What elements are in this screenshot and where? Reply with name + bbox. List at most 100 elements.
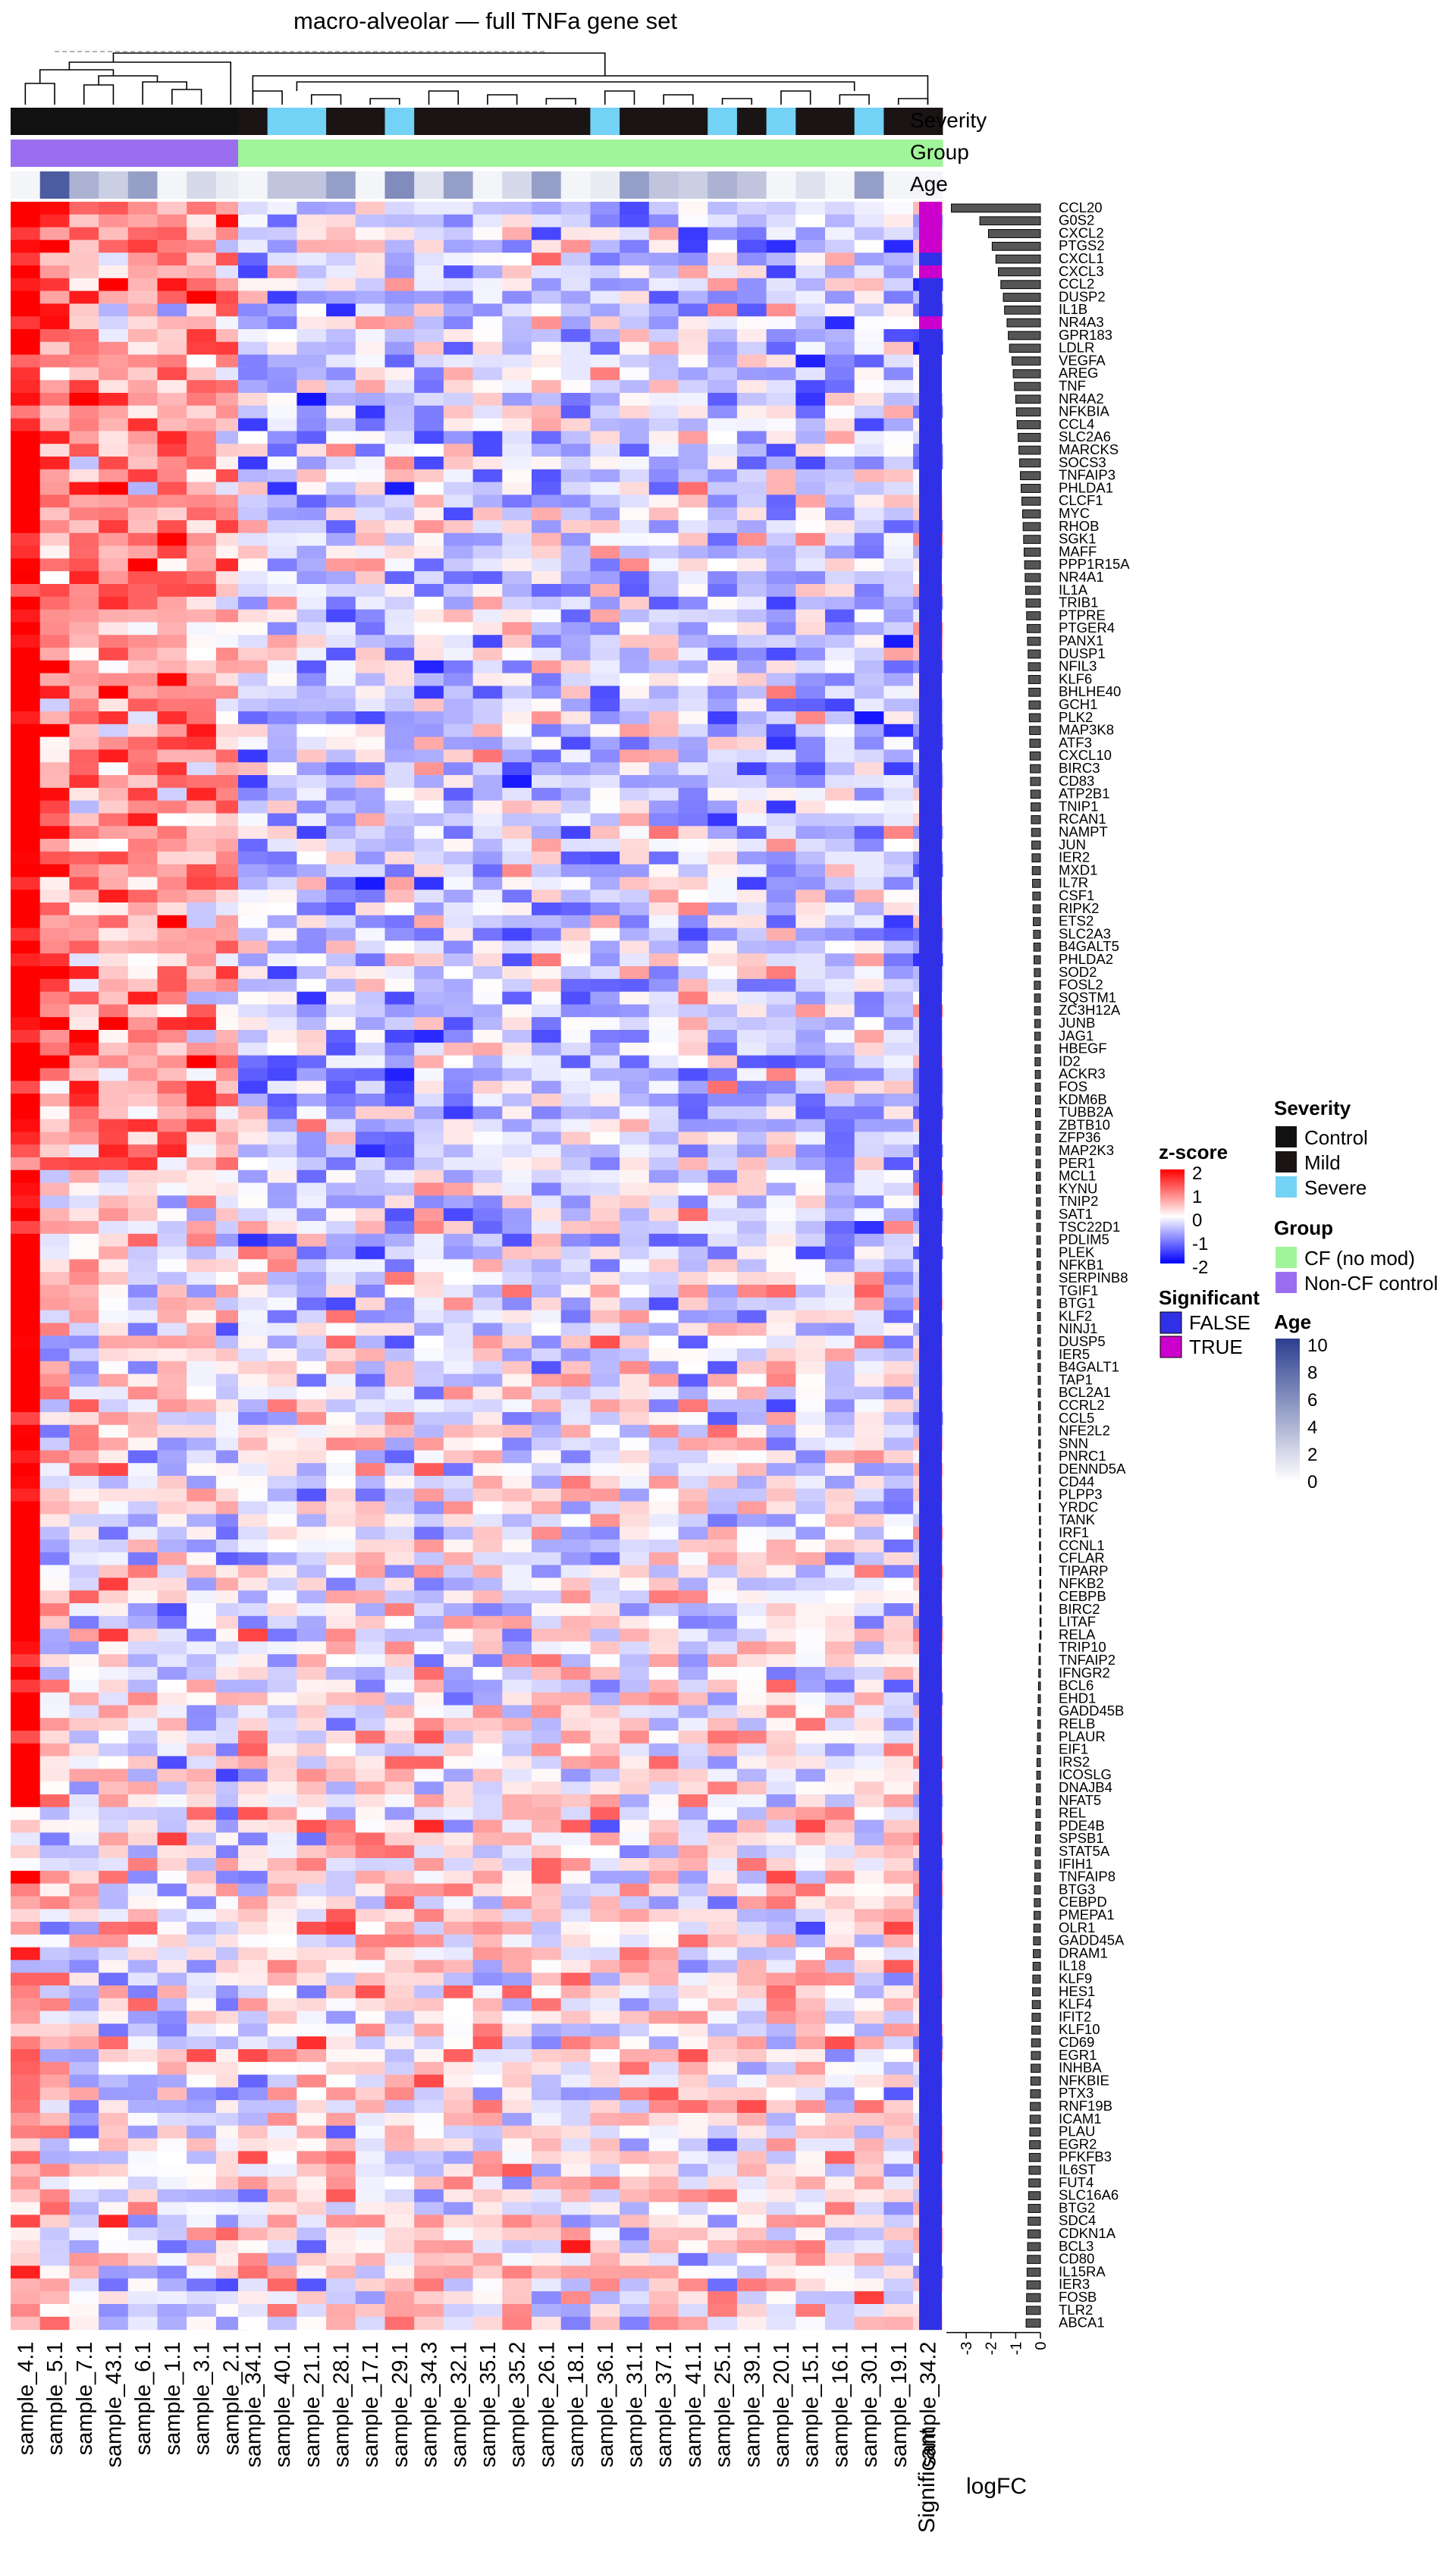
heatmap-cell (268, 902, 297, 915)
heatmap-cell (385, 1680, 415, 1693)
heatmap-cell (356, 1590, 385, 1603)
heatmap-cell (385, 584, 415, 597)
heatmap-cell (473, 1106, 503, 1119)
group-cell (855, 140, 884, 167)
heatmap-cell (444, 813, 473, 826)
heatmap-cell (737, 1489, 767, 1502)
heatmap-cell (11, 698, 40, 711)
heatmap-cell (158, 469, 187, 482)
heatmap-cell (502, 1144, 532, 1157)
heatmap-cell (99, 1820, 128, 1833)
heatmap-cell (795, 711, 825, 724)
heatmap-cell (502, 1336, 532, 1348)
heatmap-cell (532, 2075, 561, 2088)
heatmap-cell (855, 788, 884, 801)
heatmap-cell (99, 1731, 128, 1744)
heatmap-cell (297, 1718, 326, 1731)
heatmap-cell (414, 1705, 444, 1718)
heatmap-cell (268, 1311, 297, 1323)
heatmap-cell (158, 877, 187, 890)
heatmap-cell (268, 1259, 297, 1272)
heatmap-cell (590, 928, 620, 941)
heatmap-cell (473, 1094, 503, 1106)
heatmap-cell (473, 1311, 503, 1323)
heatmap-cell (532, 711, 561, 724)
heatmap-cell (444, 558, 473, 571)
heatmap-cell (268, 1540, 297, 1552)
heatmap-cell (40, 1476, 70, 1489)
heatmap-cell (40, 1399, 70, 1412)
heatmap-cell (767, 1157, 796, 1170)
heatmap-cell (649, 865, 679, 877)
heatmap-cell (40, 1043, 70, 1056)
heatmap-cell (883, 890, 913, 902)
heatmap-cell (69, 661, 99, 673)
heatmap-cell (855, 1629, 884, 1642)
heatmap-cell (737, 253, 767, 265)
heatmap-cell (414, 1616, 444, 1629)
heatmap-cell (795, 1412, 825, 1425)
heatmap-cell (590, 1399, 620, 1412)
heatmap-cell (238, 1718, 268, 1731)
heatmap-cell (649, 1298, 679, 1311)
heatmap-cell (855, 1170, 884, 1183)
heatmap-cell (297, 2049, 326, 2062)
heatmap-cell (297, 622, 326, 635)
heatmap-cell (649, 788, 679, 801)
heatmap-cell (649, 826, 679, 839)
heatmap-cell (158, 431, 187, 444)
heatmap-cell (825, 1144, 855, 1157)
heatmap-cell (326, 265, 356, 278)
heatmap-cell (473, 1463, 503, 1476)
heatmap-cell (99, 686, 128, 698)
heatmap-cell (708, 1540, 737, 1552)
heatmap-cell (620, 2023, 649, 2036)
heatmap-cell (708, 1259, 737, 1272)
heatmap-cell (649, 1948, 679, 1960)
heatmap-cell (855, 1386, 884, 1399)
heatmap-cell (326, 1641, 356, 1654)
heatmap-cell (502, 1056, 532, 1069)
heatmap-cell (297, 1208, 326, 1221)
heatmap-cell (767, 597, 796, 610)
heatmap-cell (502, 419, 532, 432)
heatmap-cell (297, 393, 326, 406)
heatmap-cell (444, 1641, 473, 1654)
heatmap-cell (326, 1132, 356, 1144)
heatmap-cell (532, 1680, 561, 1693)
heatmap-cell (297, 698, 326, 711)
heatmap-cell (414, 329, 444, 342)
heatmap-cell (825, 749, 855, 762)
heatmap-cell (502, 2075, 532, 2088)
heatmap-cell (69, 1680, 99, 1693)
heatmap-cell (158, 1616, 187, 1629)
heatmap-cell (187, 1654, 216, 1667)
heatmap-cell (385, 1858, 415, 1871)
heatmap-cell (561, 1081, 591, 1094)
heatmap-cell (11, 1386, 40, 1399)
heatmap-cell (99, 1004, 128, 1017)
heatmap-cell (590, 788, 620, 801)
heatmap-cell (795, 265, 825, 278)
heatmap-cell (708, 1922, 737, 1935)
heatmap-cell (40, 686, 70, 698)
heatmap-cell (326, 1157, 356, 1170)
heatmap-cell (356, 1157, 385, 1170)
heatmap-cell (444, 584, 473, 597)
heatmap-cell (128, 253, 158, 265)
heatmap-cell (187, 711, 216, 724)
heatmap-cell (385, 1221, 415, 1234)
heatmap-cell (69, 928, 99, 941)
heatmap-cell (855, 865, 884, 877)
heatmap-cell (795, 597, 825, 610)
heatmap-cell (356, 1794, 385, 1807)
heatmap-cell (99, 890, 128, 902)
heatmap-cell (238, 2011, 268, 2024)
heatmap-cell (502, 1514, 532, 1527)
heatmap-cell (268, 1221, 297, 1234)
heatmap-cell (444, 1170, 473, 1183)
heatmap-cell (99, 380, 128, 393)
heatmap-cell (158, 507, 187, 520)
heatmap-cell (855, 1081, 884, 1094)
heatmap-cell (238, 406, 268, 419)
